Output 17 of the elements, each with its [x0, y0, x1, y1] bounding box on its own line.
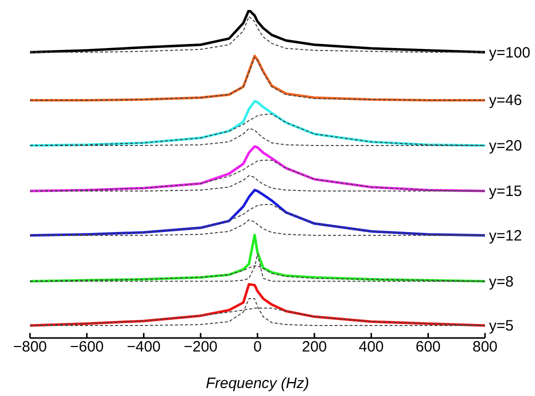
- x-tick-label: 200: [302, 338, 327, 356]
- x-tick-label: −200: [184, 338, 218, 356]
- x-tick-label: −600: [70, 338, 104, 356]
- x-tick-label: −800: [13, 338, 47, 356]
- series-label: y=8: [489, 273, 514, 290]
- x-tick-label: 0: [253, 338, 262, 356]
- series-label: y=46: [489, 92, 522, 110]
- series-label: y=20: [489, 137, 522, 154]
- x-tick-label: 600: [416, 338, 441, 356]
- x-tick-label: 400: [358, 338, 384, 356]
- series-label: y=12: [489, 227, 522, 244]
- series-label: y=100: [489, 44, 530, 62]
- x-axis-title: Frequency (Hz): [206, 375, 310, 392]
- x-tick-label: 800: [472, 338, 498, 356]
- x-tick-label: −400: [126, 338, 161, 356]
- series-label: y=5: [489, 318, 514, 335]
- series-label: y=15: [489, 183, 522, 200]
